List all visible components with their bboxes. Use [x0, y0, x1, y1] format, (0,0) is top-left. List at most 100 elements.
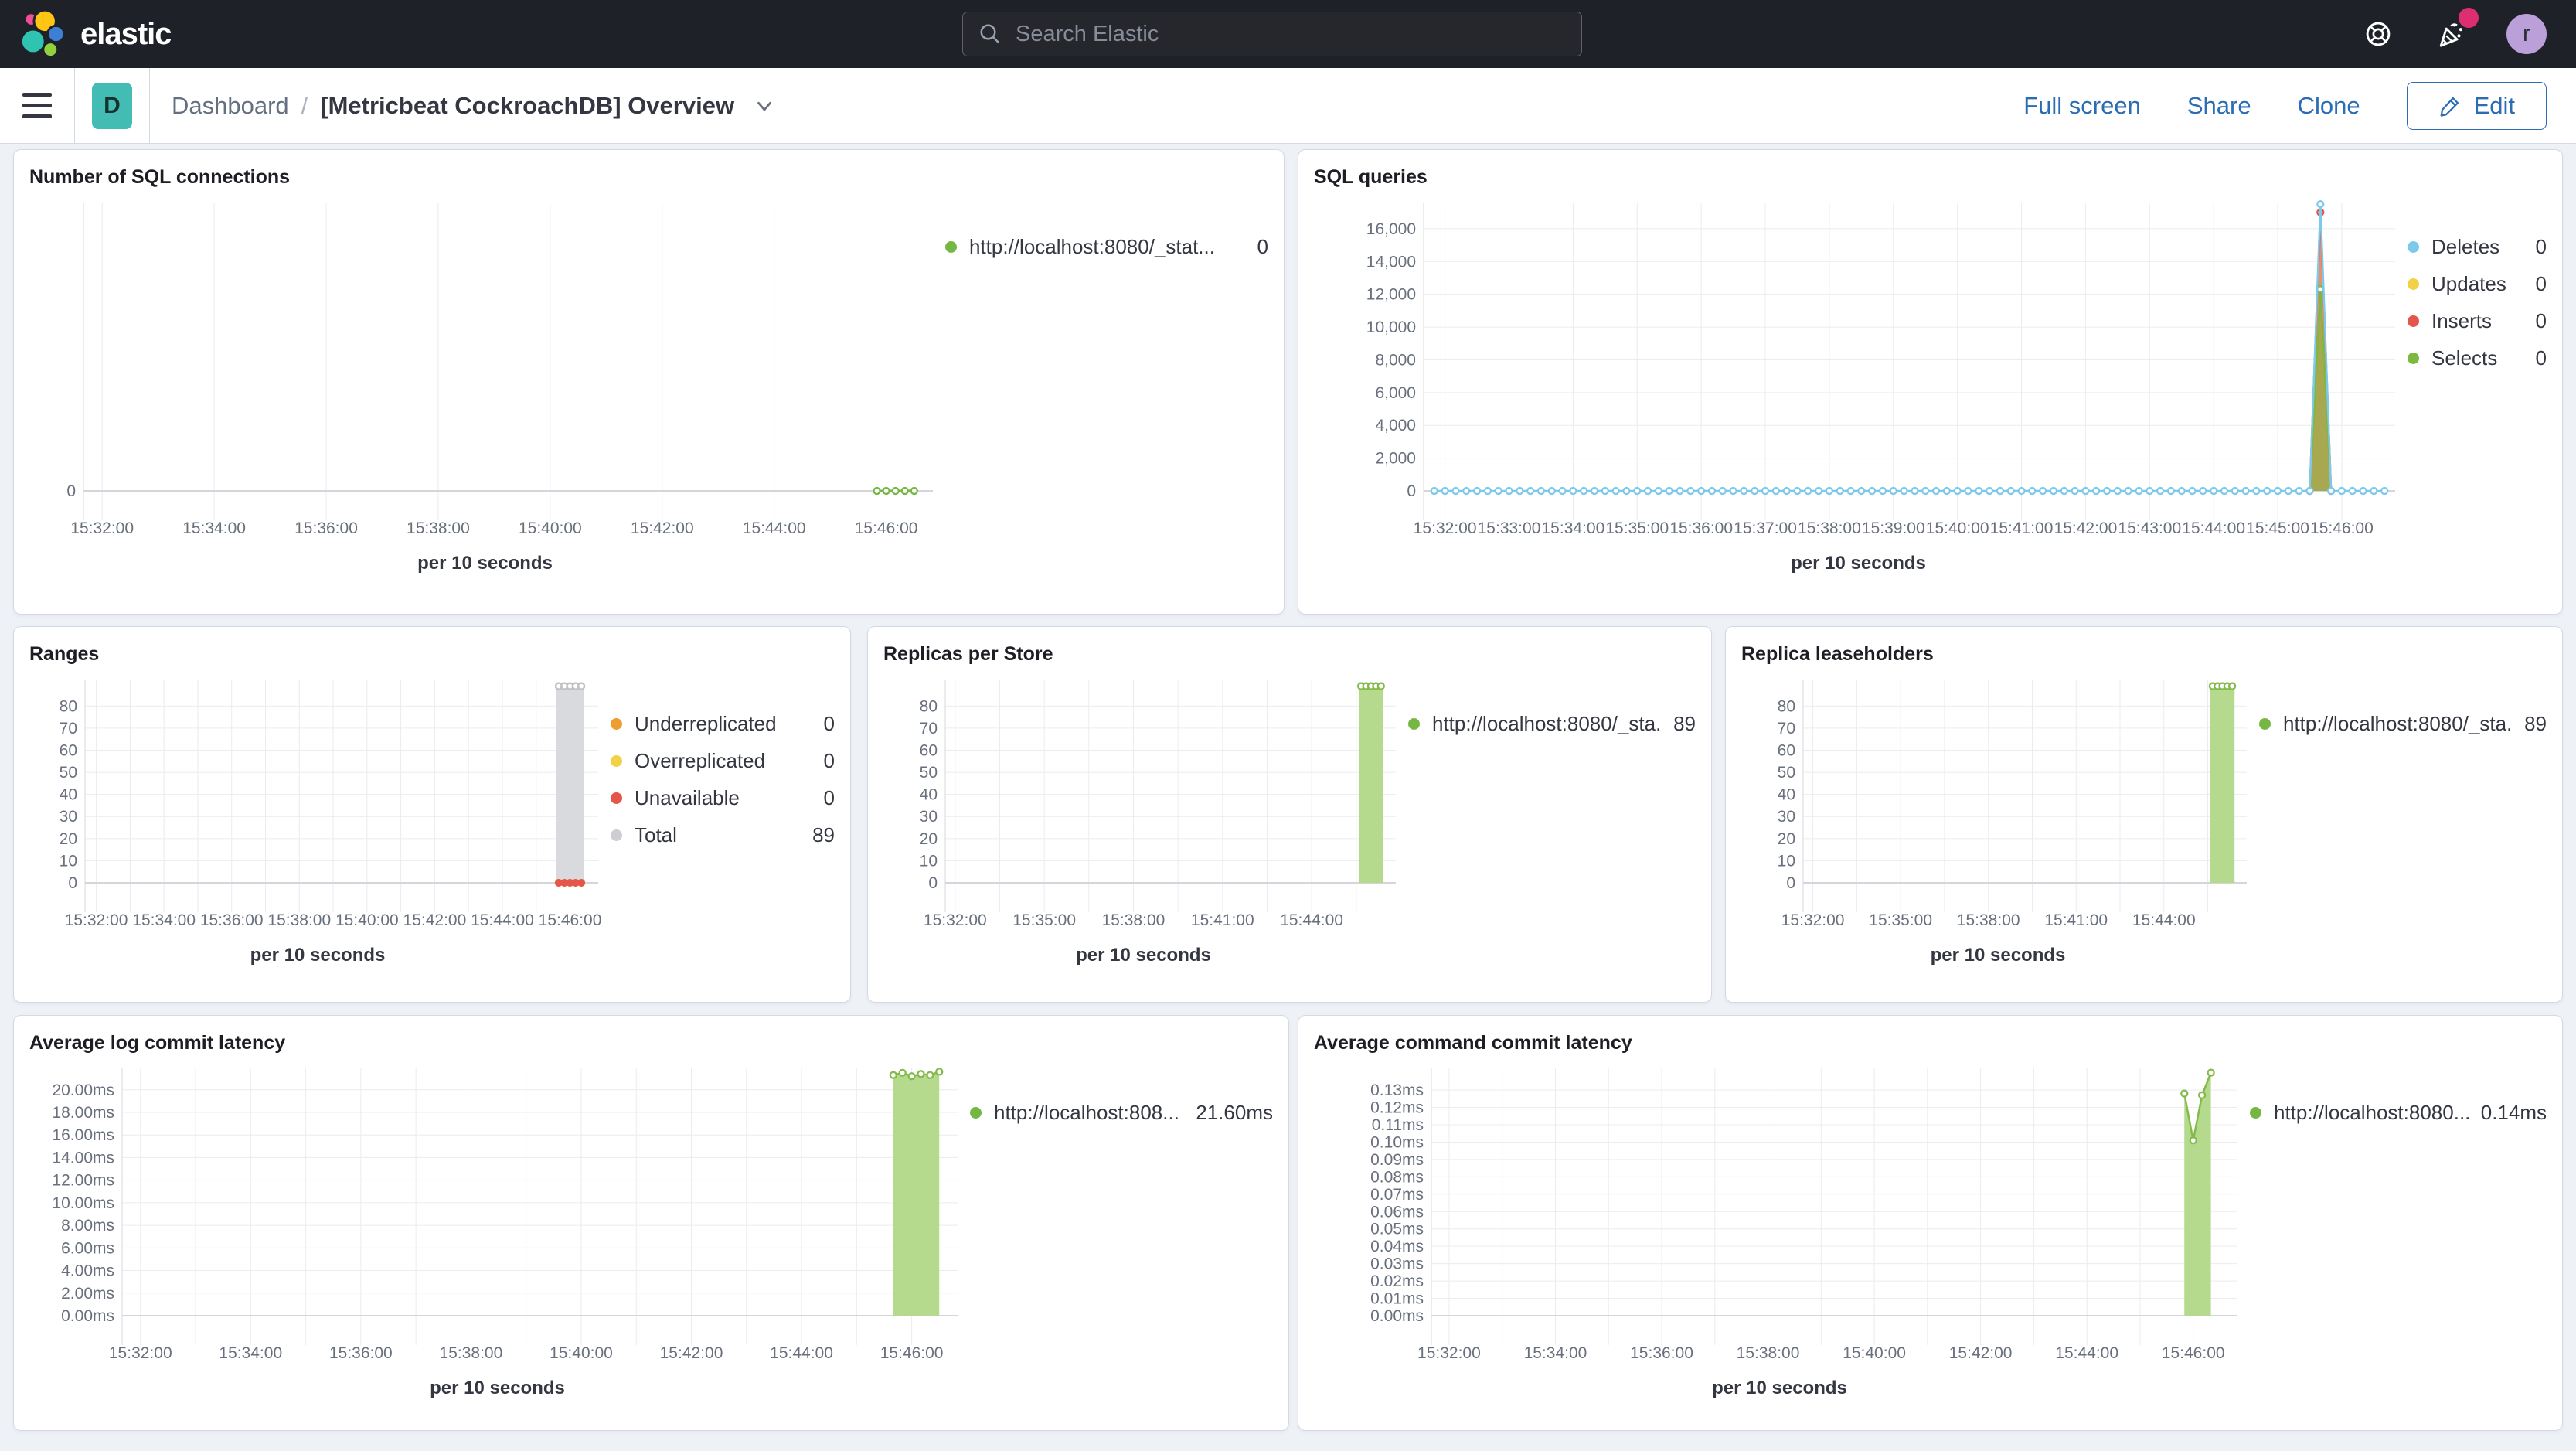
replica-leaseholders-chart[interactable]: 0 10 20 30 40 50 60 70 80 15:32:00 15:35:00 15:38:0… [1741, 669, 2254, 943]
svg-text:0.07ms: 0.07ms [1370, 1186, 1424, 1204]
legend-label: Overreplicated [635, 749, 766, 772]
svg-text:20.00ms: 20.00ms [52, 1081, 114, 1099]
breadcrumb-dashboard[interactable]: Dashboard [172, 91, 289, 119]
legend-value: 0 [2535, 272, 2547, 295]
legend-item[interactable]: http://localhost:8080... 0.14ms [2250, 1101, 2547, 1125]
search-icon [980, 24, 1000, 44]
legend-value: 0 [2535, 235, 2547, 258]
svg-text:4,000: 4,000 [1375, 417, 1416, 434]
svg-text:30: 30 [920, 808, 938, 826]
legend-item[interactable]: http://localhost:8080/_stat... 0 [945, 235, 1268, 259]
elastic-brand[interactable]: elastic [20, 0, 172, 68]
log-commit-latency-chart[interactable]: 0.00ms 2.00ms 4.00ms 6.00ms 8.00ms 10.00ms 12.… [29, 1058, 965, 1376]
svg-text:15:35:00: 15:35:00 [1869, 911, 1932, 929]
legend-value: 0 [823, 786, 835, 809]
svg-text:15:39:00: 15:39:00 [1862, 519, 1925, 537]
help-icon[interactable] [2361, 17, 2395, 51]
svg-text:15:41:00: 15:41:00 [1191, 911, 1254, 929]
svg-text:15:34:00: 15:34:00 [1524, 1344, 1587, 1362]
x-axis-unit: per 10 seconds [1076, 945, 1211, 966]
sql-queries-chart[interactable]: 0 2,000 4,000 6,000 8,000 10,000 12,000 14,000 1… [1314, 192, 2403, 551]
chart-legend: http://localhost:8080/_sta... 89 [2254, 669, 2547, 993]
svg-text:70: 70 [920, 720, 938, 737]
svg-text:15:41:00: 15:41:00 [1990, 519, 2054, 537]
legend-dot-icon [945, 241, 957, 253]
legend-item[interactable]: Deletes 0 [2408, 235, 2547, 259]
svg-text:15:44:00: 15:44:00 [743, 519, 806, 537]
clone-link[interactable]: Clone [2297, 91, 2360, 119]
legend-label: Inserts [2431, 309, 2493, 332]
news-feed-icon[interactable] [2434, 8, 2479, 51]
full-screen-link[interactable]: Full screen [2023, 91, 2141, 119]
svg-text:15:38:00: 15:38:00 [267, 911, 331, 929]
search-input[interactable] [1014, 20, 1566, 48]
svg-text:0.06ms: 0.06ms [1370, 1203, 1424, 1221]
svg-text:12.00ms: 12.00ms [52, 1172, 114, 1190]
svg-text:15:43:00: 15:43:00 [2118, 519, 2181, 537]
panel-title: Average log commit latency [29, 1032, 286, 1054]
legend-item[interactable]: http://localhost:8080/_sta... 89 [1408, 712, 1696, 736]
legend-item[interactable]: Total 89 [611, 823, 835, 847]
ranges-chart[interactable]: 0 10 20 30 40 50 60 70 80 15:32:00 15:34:00 15:36:0… [29, 669, 606, 943]
brand-text: elastic [80, 16, 172, 51]
svg-text:0.01ms: 0.01ms [1370, 1290, 1424, 1308]
svg-text:15:40:00: 15:40:00 [335, 911, 399, 929]
divider [74, 67, 75, 144]
svg-text:0: 0 [1407, 482, 1416, 500]
svg-text:15:42:00: 15:42:00 [2054, 519, 2118, 537]
x-axis-unit: per 10 seconds [417, 553, 553, 574]
svg-text:15:44:00: 15:44:00 [471, 911, 534, 929]
svg-text:6,000: 6,000 [1375, 384, 1416, 402]
user-avatar[interactable]: r [2506, 14, 2547, 54]
title-chevron-icon[interactable] [753, 94, 776, 118]
svg-text:60: 60 [60, 741, 77, 759]
legend-item[interactable]: http://localhost:8080/_sta... 89 [2259, 712, 2547, 736]
replicas-per-store-chart[interactable]: 0 10 20 30 40 50 60 70 80 15:32:00 15:35:00 15:38:0… [883, 669, 1404, 943]
svg-text:20: 20 [920, 830, 938, 848]
svg-text:0: 0 [928, 874, 938, 892]
svg-text:2.00ms: 2.00ms [61, 1285, 114, 1303]
svg-text:60: 60 [920, 741, 938, 759]
svg-text:15:33:00: 15:33:00 [1478, 519, 1541, 537]
svg-text:15:42:00: 15:42:00 [660, 1344, 723, 1362]
edit-button[interactable]: Edit [2406, 81, 2547, 130]
svg-text:0.09ms: 0.09ms [1370, 1151, 1424, 1169]
legend-dot-icon [611, 755, 622, 767]
legend-dot-icon [2408, 353, 2419, 364]
svg-text:50: 50 [60, 764, 77, 782]
svg-text:8.00ms: 8.00ms [61, 1217, 114, 1235]
panel-log-commit-latency: Average log commit latency 0.00ms 2.00ms 4… [13, 1015, 1289, 1431]
menu-icon[interactable] [0, 68, 74, 144]
svg-text:15:32:00: 15:32:00 [1781, 911, 1845, 929]
dashboard-badge[interactable]: D [92, 82, 132, 129]
share-link[interactable]: Share [2186, 91, 2251, 119]
command-commit-latency-chart[interactable]: 0.00ms0.01ms0.02ms0.03ms0.04ms0.05ms0.06… [1314, 1058, 2245, 1376]
legend-item[interactable]: Updates 0 [2408, 272, 2547, 296]
legend-label: Updates [2431, 272, 2506, 295]
svg-text:15:34:00: 15:34:00 [1542, 519, 1605, 537]
legend-item[interactable]: Overreplicated 0 [611, 749, 835, 773]
svg-text:15:36:00: 15:36:00 [329, 1344, 393, 1362]
svg-text:15:46:00: 15:46:00 [2162, 1344, 2225, 1362]
legend-dot-icon [2408, 315, 2419, 327]
sql-connections-chart[interactable]: 0 15:32:00 15:34:00 15:36:00 15:38:00 15:40:0… [29, 192, 941, 551]
svg-text:40: 40 [920, 786, 938, 804]
legend-item[interactable]: Inserts 0 [2408, 309, 2547, 333]
svg-text:0.04ms: 0.04ms [1370, 1238, 1424, 1255]
legend-item[interactable]: Selects 0 [2408, 346, 2547, 370]
svg-text:15:38:00: 15:38:00 [1798, 519, 1861, 537]
svg-text:15:32:00: 15:32:00 [109, 1344, 172, 1362]
svg-text:0.05ms: 0.05ms [1370, 1221, 1424, 1238]
legend-item[interactable]: Unavailable 0 [611, 786, 835, 810]
breadcrumb-separator: / [301, 91, 308, 119]
svg-text:15:34:00: 15:34:00 [132, 911, 196, 929]
global-search[interactable] [962, 12, 1582, 56]
svg-text:0.08ms: 0.08ms [1370, 1168, 1424, 1186]
chart-legend: http://localhost:8080... 0.14ms [2245, 1058, 2547, 1421]
panel-title: Number of SQL connections [29, 166, 291, 188]
avatar-initial: r [2523, 21, 2530, 46]
legend-item[interactable]: Underreplicated 0 [611, 712, 835, 736]
legend-item[interactable]: http://localhost:808... 21.60ms [970, 1101, 1273, 1125]
svg-text:40: 40 [60, 786, 77, 804]
legend-dot-icon [970, 1107, 982, 1119]
